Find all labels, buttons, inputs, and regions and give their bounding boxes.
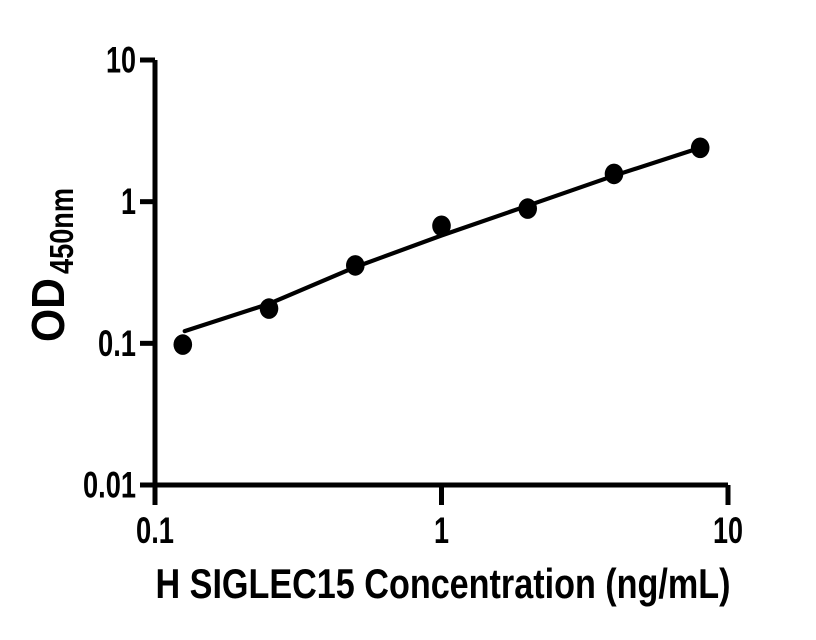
x-axis-tick-label: 1 — [434, 510, 449, 551]
data-point-marker — [173, 334, 193, 355]
plot-series — [173, 137, 710, 355]
x-axis-tick-label: 0.1 — [136, 510, 174, 551]
x-axis-title: H SIGLEC15 Concentration (ng/mL) — [156, 560, 731, 607]
y-axis-tick-label: 0.1 — [98, 323, 136, 364]
data-point-marker — [346, 255, 365, 276]
y-axis-tick-label: 0.01 — [83, 465, 136, 506]
x-axis-tick-label: 10 — [713, 510, 743, 551]
y-axis-tick-label: 10 — [106, 40, 136, 81]
y-axis-tick-label: 1 — [121, 181, 136, 222]
axis-titles: H SIGLEC15 Concentration (ng/mL) OD 450n… — [22, 188, 731, 607]
data-point-marker — [604, 163, 624, 185]
y-axis-title-main: OD — [22, 278, 74, 342]
y-axis-title: OD 450nm — [22, 188, 80, 342]
data-point-marker — [432, 215, 451, 237]
data-point-marker — [259, 298, 279, 319]
y-axis-title-subscript: 450nm — [43, 188, 80, 274]
data-point-marker — [518, 198, 537, 219]
axis-spines — [152, 60, 728, 488]
data-point-marker — [690, 137, 710, 159]
